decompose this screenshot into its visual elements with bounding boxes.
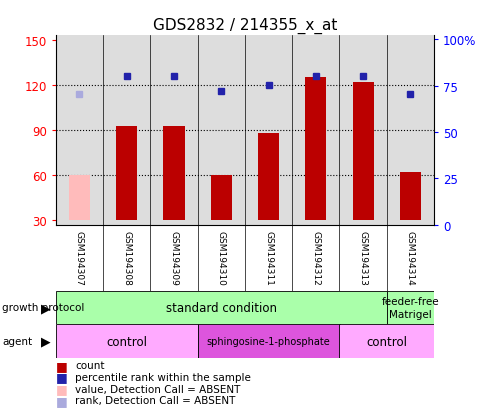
Text: count: count (75, 361, 105, 370)
Bar (339, 324, 433, 358)
Text: GSM194307: GSM194307 (75, 231, 84, 285)
Text: GSM194314: GSM194314 (405, 231, 414, 285)
Text: ■: ■ (56, 359, 67, 372)
Bar (257, 134, 279, 221)
Bar (210, 176, 231, 221)
Bar (163, 126, 184, 221)
Bar (304, 78, 326, 221)
Text: GSM194311: GSM194311 (263, 231, 272, 285)
Bar (352, 83, 373, 221)
Text: GSM194310: GSM194310 (216, 231, 226, 285)
Text: percentile rank within the sample: percentile rank within the sample (75, 372, 251, 382)
Text: sphingosine-1-phosphate: sphingosine-1-phosphate (206, 336, 330, 347)
Text: ▶: ▶ (41, 335, 51, 348)
Text: ▶: ▶ (41, 301, 51, 314)
Text: rank, Detection Call = ABSENT: rank, Detection Call = ABSENT (75, 395, 235, 405)
Text: agent: agent (2, 336, 32, 347)
Text: ■: ■ (56, 382, 67, 395)
Text: control: control (106, 335, 147, 348)
Bar (116, 126, 137, 221)
Text: value, Detection Call = ABSENT: value, Detection Call = ABSENT (75, 384, 240, 394)
Text: GSM194309: GSM194309 (169, 231, 178, 285)
Bar (69, 176, 90, 221)
Text: control: control (365, 335, 407, 348)
Bar (399, 173, 420, 221)
Bar (386, 291, 433, 324)
Text: GSM194313: GSM194313 (358, 231, 367, 285)
Text: standard condition: standard condition (166, 301, 276, 314)
Bar (56, 291, 386, 324)
Bar (56, 324, 197, 358)
Text: feeder-free
Matrigel: feeder-free Matrigel (381, 297, 439, 319)
Text: ■: ■ (56, 370, 67, 384)
Bar (197, 324, 339, 358)
Text: growth protocol: growth protocol (2, 303, 85, 313)
Text: GSM194308: GSM194308 (122, 231, 131, 285)
Title: GDS2832 / 214355_x_at: GDS2832 / 214355_x_at (152, 17, 336, 33)
Text: ■: ■ (56, 394, 67, 407)
Text: GSM194312: GSM194312 (311, 231, 320, 285)
